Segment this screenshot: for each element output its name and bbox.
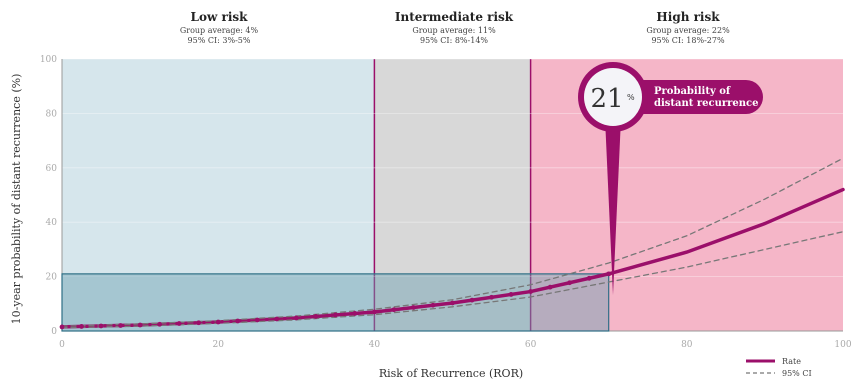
zone-ci-intermediate: 95% CI: 8%-14%: [420, 36, 488, 45]
callout: 21 % Probability of distant recurrence: [578, 62, 763, 295]
legend: Rate 95% CI: [746, 357, 812, 378]
y-tick-label: 0: [51, 327, 57, 337]
y-axis-label: 10-year probability of distant recurrenc…: [10, 74, 23, 325]
highlight-box: [61, 273, 610, 332]
rate-point: [332, 312, 338, 318]
rate-point: [450, 300, 455, 306]
zone-average-intermediate: Group average: 11%: [412, 26, 496, 35]
y-tick-label: 20: [46, 273, 58, 283]
rate-point: [547, 284, 553, 290]
y-tick-label: 60: [46, 164, 58, 174]
rate-point: [196, 320, 202, 326]
callout-text-line1: Probability of: [654, 86, 731, 97]
x-axis-label: Risk of Recurrence (ROR): [379, 367, 523, 380]
rate-point: [215, 319, 221, 325]
rate-point: [430, 302, 436, 308]
rate-point: [293, 315, 299, 321]
rate-point: [411, 305, 416, 310]
rate-point: [59, 324, 65, 330]
rate-point: [391, 307, 397, 313]
rate-point: [98, 323, 104, 329]
rate-point: [372, 309, 377, 315]
zone-ci-high: 95% CI: 18%-27%: [651, 36, 725, 45]
zone-labels: Low risk Group average: 4% 95% CI: 3%-5%…: [180, 10, 730, 45]
y-tick-label: 100: [40, 55, 57, 65]
zone-title-low: Low risk: [191, 10, 249, 24]
highlight-region: [61, 273, 610, 332]
callout-unit: %: [627, 93, 635, 102]
x-tick-label: 100: [834, 340, 851, 350]
x-tick-label: 60: [525, 340, 537, 350]
callout-value: 21: [590, 84, 623, 114]
rate-point: [508, 292, 514, 297]
rate-point: [118, 323, 123, 328]
zone-average-low: Group average: 4%: [180, 26, 259, 35]
x-tick-label: 20: [212, 340, 224, 350]
rate-point: [313, 314, 319, 319]
rate-point: [489, 294, 494, 300]
x-tick-label: 80: [681, 340, 693, 350]
legend-rate-label: Rate: [782, 357, 801, 366]
callout-text-line2: distant recurrence: [654, 98, 759, 109]
rate-point: [586, 275, 592, 281]
rate-point: [567, 280, 573, 286]
zone-title-high: High risk: [656, 10, 720, 24]
rate-point: [79, 324, 84, 329]
callout-banner: [617, 80, 763, 114]
rate-point: [157, 321, 163, 327]
callout-pointer: [605, 118, 621, 295]
zone-average-high: Group average: 22%: [646, 26, 730, 35]
zone-title-intermediate: Intermediate risk: [395, 10, 514, 24]
callout-disc: [584, 68, 642, 126]
x-tick-label: 0: [59, 340, 65, 350]
rate-point: [176, 321, 182, 326]
rate-point: [254, 317, 260, 323]
zone-ci-low: 95% CI: 3%-5%: [188, 36, 251, 45]
zone-low-risk: [62, 59, 375, 331]
y-tick-label: 40: [46, 218, 58, 228]
rate-point: [469, 297, 475, 303]
rate-point: [606, 271, 612, 277]
rate-point: [235, 318, 241, 324]
rate-point: [352, 311, 358, 316]
series-lines: [59, 157, 845, 330]
rate-point: [528, 289, 533, 294]
zone-intermediate-risk: [374, 59, 531, 331]
rate-point: [274, 316, 280, 322]
ci-series-line: [61, 157, 844, 327]
y-tick-label: 80: [46, 109, 58, 119]
legend-ci-label: 95% CI: [782, 369, 812, 378]
tick-labels: 0 20 40 60 80 100 0 20 40 60 80 100: [40, 55, 852, 350]
rate-point: [137, 322, 143, 328]
ci-series-line: [61, 231, 844, 329]
x-tick-label: 40: [369, 340, 381, 350]
